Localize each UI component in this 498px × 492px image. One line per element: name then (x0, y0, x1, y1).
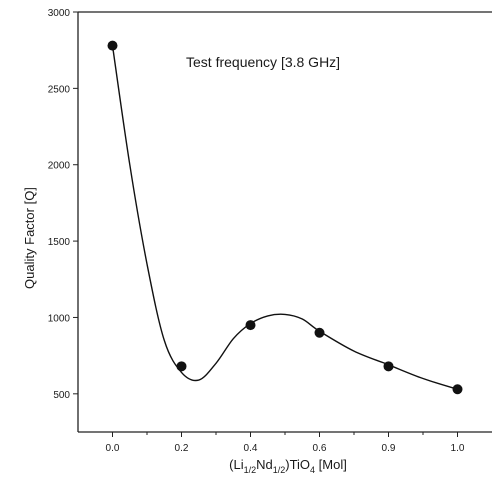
x-axis-label: (Li1/2Nd1/2)TiO4 [Mol] (229, 457, 347, 475)
x-tick-label: 0.4 (244, 443, 258, 454)
x-tick-label: 1.0 (451, 443, 465, 454)
x-tick-label: 0.6 (313, 443, 327, 454)
data-point (452, 384, 463, 395)
data-point (245, 320, 256, 331)
y-tick-label: 2500 (48, 84, 71, 95)
y-tick-label: 2000 (48, 161, 71, 172)
fit-curve (111, 45, 458, 390)
y-tick-label: 500 (53, 390, 70, 401)
y-tick-label: 3000 (48, 8, 71, 19)
y-axis-label: Quality Factor [Q] (22, 187, 37, 289)
data-point (383, 361, 394, 372)
x-tick-label: 0.2 (175, 443, 189, 454)
data-point (176, 361, 187, 372)
y-tick-label: 1500 (48, 237, 71, 248)
chart-axes (77, 11, 492, 433)
data-point (107, 40, 118, 51)
data-points (107, 40, 463, 395)
chart-ticks: 0.0 0.2 0.4 0.6 0.9 1.0 500 1000 1500 2000 2500 300… (48, 8, 465, 454)
chart-annotation: Test frequency [3.8 GHz] (186, 54, 340, 70)
fit-curve-layer (111, 45, 458, 390)
x-tick-label: 0.0 (106, 443, 120, 454)
data-point (314, 327, 325, 338)
x-tick-label: 0.9 (382, 443, 396, 454)
y-tick-label: 1000 (48, 313, 71, 324)
